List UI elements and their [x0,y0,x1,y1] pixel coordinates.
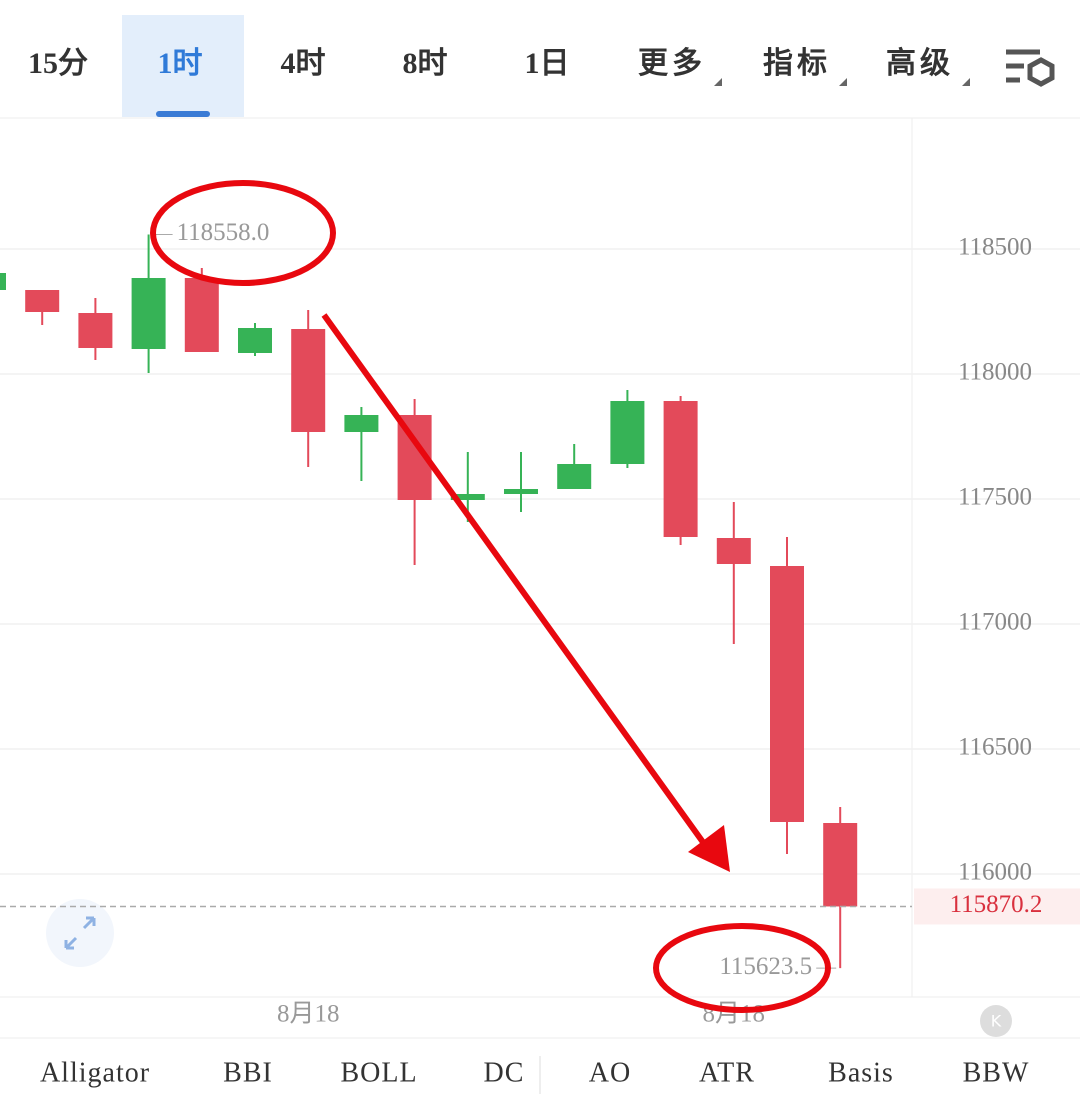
dropdown-mark [839,78,847,86]
settings-icon[interactable] [1006,49,1055,87]
y-tick-label: 117000 [958,609,1032,636]
tab[interactable]: 1时 [158,47,203,80]
candle-body [25,290,60,312]
candle-body [610,401,645,464]
scroll-icon: K [991,1012,1002,1031]
candle-body [238,328,272,353]
candle-body [344,415,379,432]
indicator-tab[interactable]: BBW [963,1057,1030,1088]
indicator-tab[interactable]: BBI [223,1057,273,1088]
tab[interactable]: 高级 [886,47,954,80]
annotation-label: 118558.0 [177,219,270,246]
candle-body [450,494,485,500]
x-tick-label: 8月18 [277,1001,340,1028]
active-tab-underline [156,111,210,117]
tab[interactable]: 1日 [525,47,570,80]
indicator-tab[interactable]: Alligator [40,1057,150,1088]
indicator-tab[interactable]: Basis [828,1057,894,1088]
candle-body [184,278,219,352]
indicator-tab[interactable]: BOLL [340,1057,417,1088]
candle-body [291,329,326,432]
tab[interactable]: 指标 [763,47,831,80]
candle-body [0,273,6,290]
candle-body [557,464,592,489]
candle-body [823,823,858,907]
y-tick-label: 117500 [958,484,1032,511]
indicator-tab[interactable]: ATR [699,1057,755,1088]
last-price-label: 115870.2 [950,891,1043,918]
last-price-bg [914,888,1080,925]
annotation-label: 115623.5 [719,953,812,980]
indicator-tab[interactable]: AO [589,1057,631,1088]
tab[interactable]: 8时 [403,47,448,80]
candle-body [663,401,698,537]
tab[interactable]: 更多 [638,47,706,80]
candle-body [504,489,538,494]
candle-body [131,278,166,349]
expand-icon [64,916,96,950]
annotation-overlay [150,180,831,1013]
active-tab-bg [122,15,244,117]
tab[interactable]: 15分 [28,47,88,80]
y-tick-label: 118500 [958,234,1032,261]
dropdown-mark [714,78,722,86]
candle-body [716,538,751,564]
candle-body [770,566,804,822]
candle-body [78,313,113,348]
y-tick-label: 116000 [958,859,1032,886]
indicator-tab[interactable]: DC [484,1057,525,1088]
dropdown-mark [962,78,970,86]
expand-button[interactable] [46,899,114,967]
y-tick-label: 118000 [958,359,1032,386]
scroll-button[interactable] [980,1005,1012,1037]
y-tick-label: 116500 [958,734,1032,761]
tab[interactable]: 4时 [281,47,326,80]
